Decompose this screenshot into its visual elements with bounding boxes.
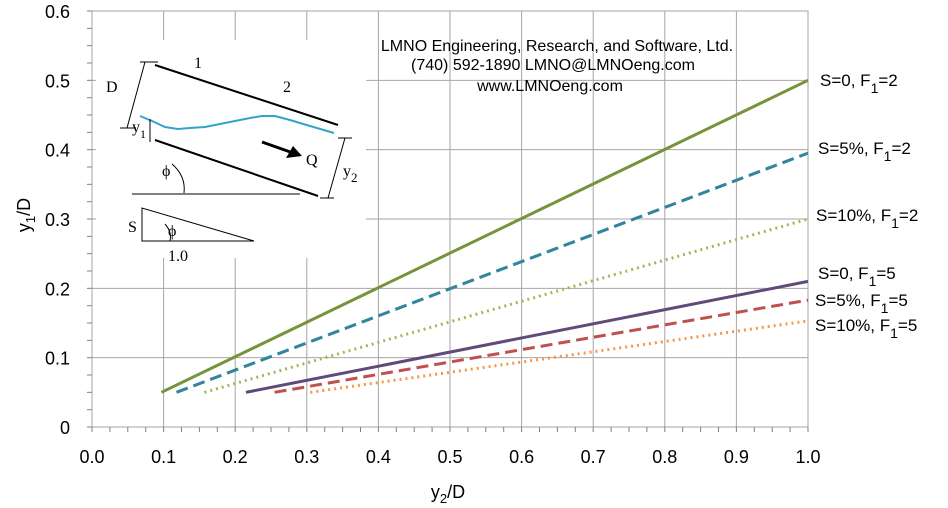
- x-axis-title: y2/D: [431, 482, 465, 506]
- credit-line-contact: (740) 592-1890 LMNO@LMNOeng.com: [411, 57, 695, 74]
- tick-labels: 0.0 0.1 0.2 0.3 0.4 0.5 0.6 0.7 0.8 0.9 1.0 0 0.1 0.2…: [45, 2, 821, 467]
- credit-block: LMNO Engineering, Research, and Software…: [381, 38, 733, 95]
- x-tick-label: 0.7: [581, 447, 606, 467]
- diagram-label-slope-phi: ϕ: [168, 223, 176, 240]
- diagram-label-section-2: 2: [283, 79, 291, 96]
- x-tick-label: 0.1: [151, 447, 176, 467]
- x-tick-label: 0.6: [509, 447, 534, 467]
- x-tick-label: 0.3: [294, 447, 319, 467]
- x-tick-label: 0.9: [724, 447, 749, 467]
- water-surface: [139, 115, 335, 134]
- diagram-label-run: 1.0: [168, 248, 188, 265]
- diagram-label-y2: y2: [343, 163, 358, 185]
- axes: [87, 10, 809, 432]
- diagram-label-section-1: 1: [194, 55, 202, 72]
- x-tick-label: 0.2: [223, 447, 248, 467]
- diagram-label-q: Q: [306, 152, 318, 169]
- slope-angle-arc: [164, 223, 171, 242]
- x-tick-label: 1.0: [795, 447, 820, 467]
- y-tick-label: 0.4: [45, 141, 70, 161]
- y-tick-label: 0.5: [45, 71, 70, 91]
- series-labels: S=0, F1=2S=5%, F1=2S=10%, F1=2S=0, F1=5S…: [815, 71, 918, 341]
- series-line-1: [160, 78, 809, 394]
- diagram-label-d: D: [106, 79, 118, 96]
- channel-bottom-wall: [154, 139, 319, 197]
- channel-top-wall: [154, 64, 339, 126]
- series-label-5: S=5%, F1=5: [815, 291, 908, 316]
- diagram-label-y1: y1: [132, 119, 146, 141]
- x-tick-label: 0.5: [437, 447, 462, 467]
- y-tick-label: 0.2: [45, 279, 70, 299]
- channel-diagram: D 1 2 y1 y2 Q ϕ S ϕ 1.0: [96, 40, 366, 265]
- series-label-6: S=10%, F1=5: [815, 316, 917, 341]
- series-label-1: S=0, F1=2: [820, 71, 898, 96]
- y-tick-label: 0: [60, 418, 70, 438]
- angle-arc: [171, 163, 185, 194]
- x-tick-label: 0.0: [79, 447, 104, 467]
- series-line-3: [203, 217, 809, 394]
- series-line-4: [245, 279, 809, 394]
- diagram-label-phi: ϕ: [162, 163, 170, 180]
- slope-triangle: [141, 207, 255, 242]
- series-label-4: S=0, F1=5: [818, 264, 896, 289]
- series-line-2: [175, 151, 809, 394]
- y-tick-label: 0.3: [45, 210, 70, 230]
- series-label-3: S=10%, F1=2: [816, 206, 918, 231]
- y-tick-label: 0.6: [45, 2, 70, 22]
- depth-dimension-line: [126, 61, 146, 129]
- series-label-2: S=5%, F1=2: [818, 139, 911, 164]
- credit-line-website: www.LMNOeng.com: [476, 78, 623, 95]
- x-tick-label: 0.4: [366, 447, 391, 467]
- y-axis-title: y1/D: [14, 198, 38, 232]
- series-lines: [160, 78, 809, 394]
- series-line-5: [274, 298, 809, 394]
- y-tick-label: 0.1: [45, 349, 70, 369]
- y2-dimension-line: [327, 137, 346, 199]
- diagram-label-s: S: [128, 219, 137, 236]
- flow-arrow-head: [286, 146, 302, 158]
- credit-line-company: LMNO Engineering, Research, and Software…: [381, 38, 733, 55]
- x-tick-label: 0.8: [652, 447, 677, 467]
